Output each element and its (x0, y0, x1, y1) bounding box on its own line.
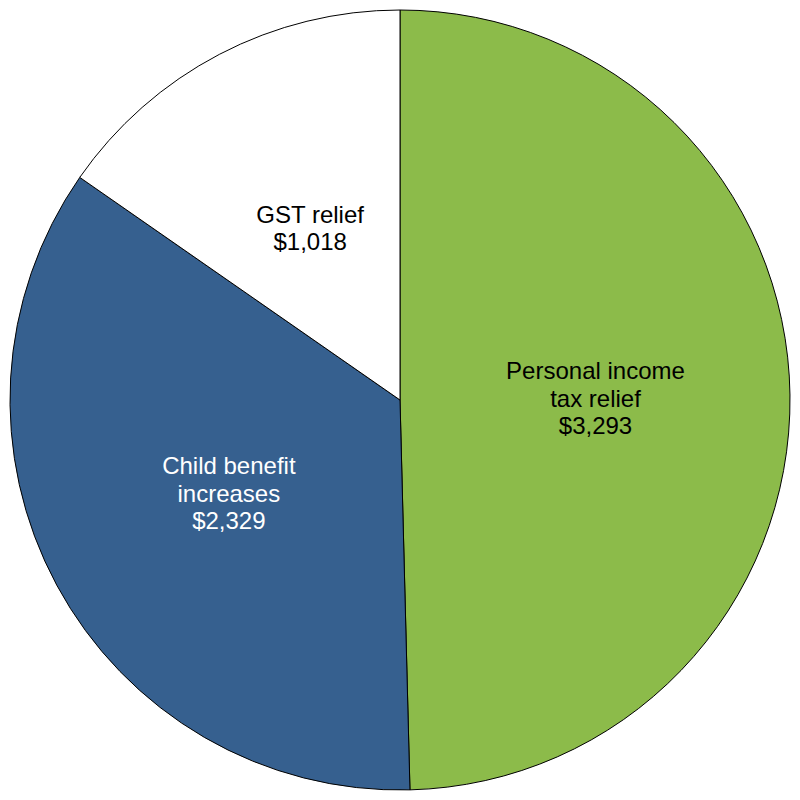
svg-text:GST relief$1,018: GST relief$1,018 (256, 201, 364, 256)
svg-text:Child benefitincreases$2,329: Child benefitincreases$2,329 (162, 452, 296, 534)
svg-text:Personal incometax relief$3,29: Personal incometax relief$3,293 (506, 357, 685, 439)
